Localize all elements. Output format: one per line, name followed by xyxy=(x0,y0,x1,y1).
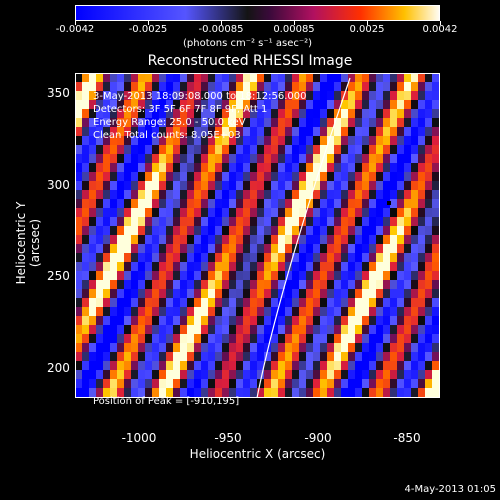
x-tick-label: -850 xyxy=(393,431,421,445)
info-time-range: 3-May-2013 18:09:08.000 to 18:12:56.000 xyxy=(93,91,307,102)
x-axis-label: Heliocentric X (arcsec) xyxy=(189,447,326,461)
colorbar-tick-mark xyxy=(440,21,441,25)
x-tick-label: -1000 xyxy=(121,431,157,445)
info-energy-range: Energy Range: 25.0 - 50.0 keV xyxy=(93,117,246,128)
info-detectors: Detectors: 3F 5F 6F 7F 8F 9F, Att 1 xyxy=(93,104,268,115)
y-tick-label: 250 xyxy=(47,269,70,283)
y-tick-label: 350 xyxy=(47,86,70,100)
colorbar-tick-label: -0.00085 xyxy=(198,24,244,35)
colorbar-tick-mark xyxy=(367,21,368,25)
colorbar-tick-mark xyxy=(221,21,222,25)
y-tick-label: 200 xyxy=(47,361,70,375)
colorbar-tick-label: -0.0025 xyxy=(128,24,168,35)
colorbar xyxy=(75,5,440,21)
peak-marker xyxy=(387,201,391,205)
colorbar-tick-mark xyxy=(75,21,76,25)
colorbar-tick-mark xyxy=(148,21,149,25)
peak-position: Position of Peak = [-910,195] xyxy=(93,396,240,407)
x-tick-label: -950 xyxy=(214,431,242,445)
y-tick-label: 300 xyxy=(47,178,70,192)
colorbar-tick-mark xyxy=(294,21,295,25)
footer-timestamp: 4-May-2013 01:05 xyxy=(404,484,496,495)
x-tick-label: -900 xyxy=(304,431,332,445)
colorbar-units: (photons cm⁻² s⁻¹ asec⁻²) xyxy=(183,38,313,49)
y-axis-label: Heliocentric Y (arcsec) xyxy=(14,201,42,285)
colorbar-tick-label: -0.0042 xyxy=(55,24,95,35)
plot-title: Reconstructed RHESSI Image xyxy=(147,53,353,69)
colorbar-tick-label: 0.00085 xyxy=(273,24,315,35)
solar-limb-arc xyxy=(256,77,351,398)
image-pixels xyxy=(75,73,440,398)
rhessi-image xyxy=(75,73,440,398)
info-clean-counts: Clean Total counts: 8.05E+03 xyxy=(93,130,241,141)
colorbar-tick-label: 0.0042 xyxy=(422,24,458,35)
colorbar-tick-label: 0.0025 xyxy=(349,24,385,35)
plot-frame xyxy=(75,73,440,398)
